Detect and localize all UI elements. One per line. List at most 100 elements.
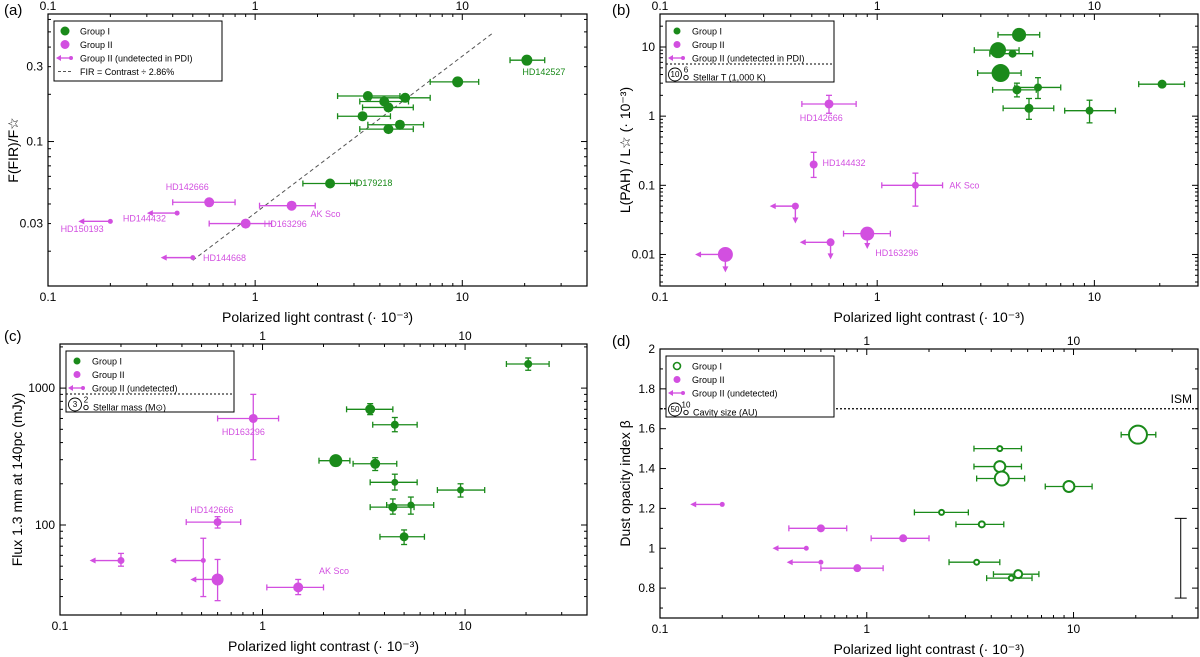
marker (190, 255, 196, 261)
marker (370, 458, 381, 469)
y-axis-label: Flux 1.3 mm at 140pc (mJy) (9, 393, 25, 567)
upper-limit-arrowhead-down (864, 242, 871, 249)
group-ii-point (788, 524, 848, 533)
marker (824, 99, 834, 109)
upper-limit-arrowhead (89, 557, 96, 564)
marker (1024, 103, 1034, 113)
group-ii-point (695, 246, 733, 273)
marker (1012, 27, 1027, 42)
marker (248, 413, 258, 423)
y-tick-label: 0.03 (20, 217, 44, 231)
group-ii-point (170, 537, 207, 598)
group-ii-point (266, 578, 325, 596)
marker (211, 573, 224, 586)
y-tick-label: 0.01 (632, 247, 656, 261)
marker (362, 91, 373, 102)
legend-group-ii-marker (673, 376, 681, 383)
legend-size-label: Cavity size (AU) (693, 408, 758, 418)
panel-label: (c) (4, 328, 22, 345)
fir-relation-line (192, 32, 493, 261)
x-tick-label: 10 (456, 290, 470, 304)
legend-label: FIR = Contrast ÷ 2.86% (80, 67, 174, 77)
marker (816, 524, 825, 533)
marker (457, 486, 465, 494)
marker (826, 238, 835, 247)
group-i-point (1044, 479, 1093, 493)
legend-arrowhead (668, 55, 673, 61)
legend-label: Group II (80, 40, 113, 50)
star-label: HD144432 (822, 158, 865, 168)
marker (204, 197, 215, 208)
marker (809, 160, 818, 169)
star-label: HD144668 (203, 253, 246, 263)
x-tick-label: 1 (863, 622, 870, 636)
data-layer (78, 32, 546, 261)
upper-limit-arrowhead (772, 545, 779, 552)
y-tick-label: 1.8 (638, 382, 655, 396)
upper-limit-arrowhead (160, 254, 167, 261)
open-marker (1062, 479, 1076, 493)
ism-label: ISM (1171, 392, 1192, 406)
top-x-tick-label: 1 (874, 0, 881, 13)
marker (899, 534, 908, 543)
marker (325, 178, 336, 189)
group-i-point (352, 457, 398, 472)
group-ii-point (801, 94, 857, 114)
y-tick-label: 0.1 (638, 178, 655, 192)
star-label: HD163296 (875, 248, 918, 258)
plot-frame (659, 13, 1199, 287)
group-i-point (976, 64, 1022, 83)
star-label: AK Sco (319, 566, 349, 576)
open-marker (973, 558, 981, 566)
legend-label: Group II (undetected in PDI) (80, 54, 193, 64)
legend-size-small (683, 74, 689, 81)
group-ii-point (769, 202, 799, 224)
legend: Group I Group II Group II (undetected in P… (53, 20, 223, 82)
legend-label: Group II (undetected) (692, 389, 778, 399)
x-tick-label: 1 (252, 290, 259, 304)
marker (399, 532, 409, 542)
panel-label: (b) (612, 2, 630, 19)
group-ii-point (190, 558, 224, 602)
marker (911, 181, 919, 189)
legend-size-small (683, 409, 689, 416)
star-label: HD163296 (222, 427, 265, 437)
marker (1012, 85, 1022, 95)
group-i-point (989, 49, 1034, 58)
legend-label: Group I (692, 27, 722, 37)
group-ii-point (216, 393, 280, 461)
group-i-point (1014, 77, 1062, 100)
legend-box (665, 20, 835, 83)
group-i-point (913, 508, 970, 516)
y-axis-label: L(PAH) / L☆ (· 10⁻³) (617, 87, 633, 213)
open-marker (1127, 424, 1148, 445)
marker (117, 557, 125, 565)
upper-limit-arrowhead-down (792, 217, 799, 224)
marker (407, 501, 415, 509)
marker (329, 454, 343, 468)
group-i-point (361, 102, 414, 113)
group-ii-point (772, 545, 809, 552)
marker (1157, 79, 1167, 89)
legend-arrowhead (68, 385, 73, 391)
x-tick-label: 10 (1067, 622, 1081, 636)
group-i-point (1064, 99, 1117, 124)
legend: Group I Group II Group II (undetected in P… (665, 20, 835, 83)
data-layer (89, 357, 550, 602)
star-label: AK Sco (310, 209, 340, 219)
y-tick-label: 0.8 (638, 581, 655, 595)
group-i-point (1138, 79, 1186, 89)
marker (803, 545, 809, 551)
panel-d: (d) 0.1 1 10 1 10 0.8 1 1.2 1.4 1.6 1.8 2 Polarized l… (612, 333, 1199, 657)
group-i-point (336, 111, 392, 122)
legend-group-ii-marker (60, 40, 70, 49)
group-ii-point (185, 516, 242, 529)
upper-limit-arrowhead (799, 239, 806, 246)
group-ii-point (160, 254, 196, 261)
group-i-point (973, 445, 1023, 453)
top-x-tick-label: 1 (863, 334, 870, 348)
marker (990, 42, 1007, 59)
panel-a: (a) 0.1 1 10 0.1 1 10 0.03 0.1 0.3 Polarized light… (4, 0, 588, 325)
top-x-tick-label: 10 (458, 329, 472, 343)
